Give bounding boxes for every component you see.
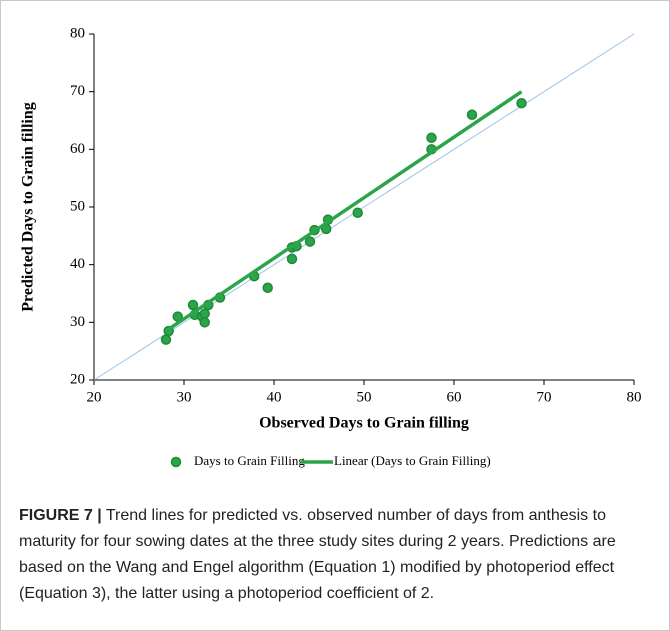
y-axis-label: Predicted Days to Grain filling [20,102,37,311]
point [262,282,273,293]
point [199,317,210,328]
x-tick-label: 20 [87,389,102,405]
point [516,97,527,109]
x-tick-label: 40 [267,389,282,405]
caption-label: FIGURE 7 | [19,507,102,524]
point [426,132,437,144]
legend-label: Days to Grain Filling [194,453,305,468]
y-tick-label: 70 [70,83,85,99]
legend-label: Linear (Days to Grain Filling) [334,453,491,468]
y-tick-label: 40 [70,256,85,272]
y-tick-label: 60 [70,141,85,157]
x-tick-label: 60 [447,389,462,405]
caption-text: Trend lines for predicted vs. observed n… [19,507,616,602]
x-tick-label: 70 [537,389,552,405]
y-tick-label: 50 [70,198,85,214]
x-tick-label: 50 [357,389,372,405]
x-tick-label: 30 [177,389,192,405]
x-axis-label: Observed Days to Grain filling [259,415,469,432]
x-tick-label: 80 [627,389,642,405]
point [187,299,199,311]
chart: Observed Days to Grain filling Predicted… [20,25,642,468]
y-tick-label: 30 [70,314,85,330]
point [304,236,316,247]
point [286,253,298,265]
y-tick-label: 80 [70,25,85,41]
point [199,308,210,319]
legend-marker [170,456,182,468]
point [352,207,363,219]
trend-line [165,90,523,333]
y-tick-label: 20 [70,371,85,387]
point [160,334,172,345]
point [466,109,478,120]
caption: FIGURE 7 | Trend lines for predicted vs.… [19,503,655,607]
reference-line [93,33,635,381]
